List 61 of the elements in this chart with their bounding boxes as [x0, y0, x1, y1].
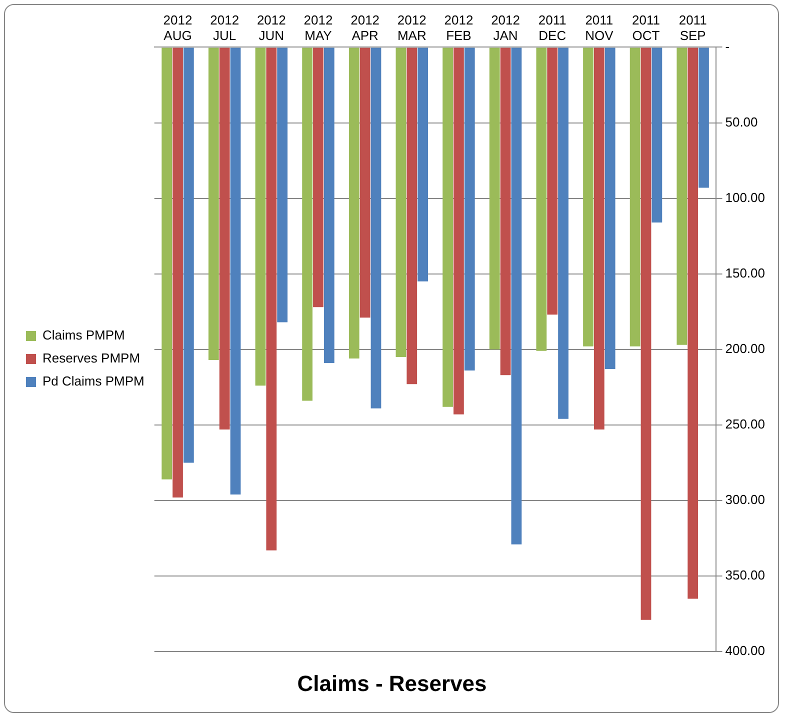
- bar: [172, 48, 183, 498]
- bar: [698, 48, 709, 188]
- legend-label: Reserves PMPM: [42, 350, 140, 366]
- y-tick-label: -: [725, 38, 730, 54]
- text: Claims - Reserves: [297, 670, 487, 696]
- y-tick-label: 300.00: [725, 492, 766, 508]
- bar: [583, 48, 594, 346]
- bar: [594, 48, 604, 430]
- bar: [547, 48, 558, 315]
- bar: [464, 48, 475, 371]
- bar: [652, 48, 662, 222]
- x-tick-label: 2011 NOV: [585, 12, 614, 43]
- x-tick-label: 2012 APR: [350, 12, 380, 43]
- bar: [230, 48, 241, 494]
- y-tick-label: 200.00: [725, 340, 766, 356]
- bar: [489, 48, 500, 350]
- bar: [676, 48, 688, 345]
- x-tick-label: 2011 DEC: [538, 12, 566, 43]
- bar: [302, 48, 312, 401]
- x-tick-label: 2012 AUG: [163, 12, 192, 43]
- bar: [418, 48, 428, 282]
- x-tick-label: 2011 OCT: [632, 12, 660, 43]
- bar: [442, 48, 453, 407]
- bar: [630, 48, 640, 346]
- bar: [219, 48, 230, 430]
- x-tick-label: 2012 FEB: [444, 12, 474, 43]
- bar: [370, 48, 382, 408]
- bar: [688, 48, 698, 599]
- bar: [604, 48, 616, 370]
- x-tick-label: 2012 MAY: [304, 12, 333, 43]
- bar: [324, 48, 334, 363]
- x-tick-label: 2012 JAN: [491, 12, 520, 43]
- legend-label: Claims PMPM: [42, 328, 125, 343]
- bar: [558, 48, 568, 419]
- bar: [396, 48, 406, 357]
- y-tick-label: 350.00: [725, 568, 766, 583]
- bar: [277, 48, 288, 322]
- y-tick-label: 400.00: [725, 643, 766, 658]
- x-tick-label: 2011 SEP: [678, 12, 707, 43]
- bar: [500, 48, 511, 376]
- bar: [406, 48, 418, 384]
- bar: [511, 48, 522, 544]
- bar: [640, 48, 652, 620]
- bar: [183, 48, 194, 463]
- bar: [255, 48, 266, 386]
- x-tick-label: 2012 JUN: [256, 12, 286, 43]
- y-tick-label: 250.00: [725, 416, 766, 432]
- bar: [162, 48, 172, 480]
- x-tick-label: 2012 JUL: [210, 12, 240, 43]
- y-tick-label: 100.00: [725, 190, 766, 205]
- bar: [313, 48, 324, 308]
- bar: [454, 48, 464, 414]
- bar: [348, 48, 360, 358]
- x-tick-label: 2012 MAR: [397, 12, 426, 43]
- bar: [360, 48, 370, 318]
- bar: [208, 48, 219, 360]
- bar: [536, 48, 547, 351]
- legend-label: Pd Claims PMPM: [42, 374, 144, 389]
- y-tick-label: 50.00: [725, 114, 758, 130]
- y-tick-label: 150.00: [725, 265, 766, 280]
- bar: [266, 48, 277, 550]
